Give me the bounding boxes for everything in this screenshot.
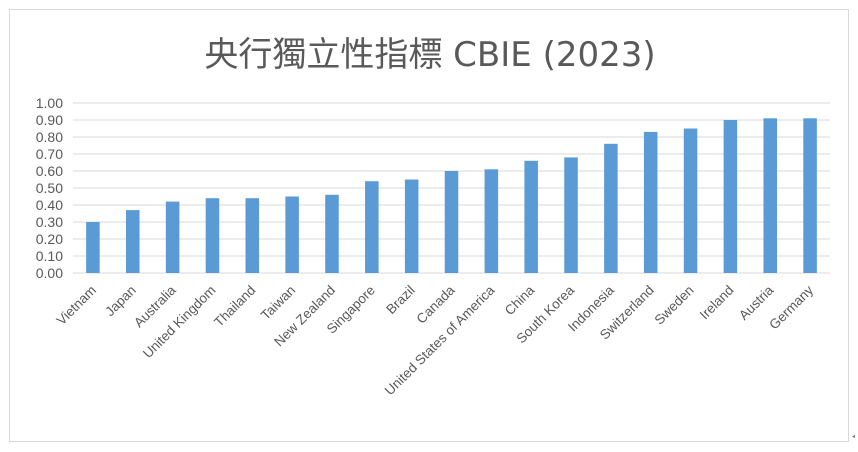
y-tick-label: 0.90	[36, 112, 63, 128]
bar-china	[524, 160, 538, 273]
resize-handle-icon: ◂	[852, 433, 856, 440]
bar-indonesia	[604, 143, 618, 273]
x-tick-label: Sweden	[652, 283, 697, 328]
bar-germany	[803, 118, 817, 273]
bar-switzerland	[643, 131, 658, 273]
y-tick-label: 0.50	[36, 180, 63, 196]
x-tick-label: Thailand	[211, 283, 258, 330]
bar-thailand	[245, 198, 260, 273]
y-tick-label: 0.00	[36, 265, 63, 281]
bar-brazil	[404, 179, 419, 273]
bar-ireland	[723, 120, 738, 273]
y-axis: 0.000.100.200.300.400.500.600.700.800.90…	[36, 95, 63, 281]
x-tick-label: Vietnam	[54, 283, 99, 328]
chart-title: 央行獨立性指標 CBIE (2023)	[204, 35, 655, 75]
x-tick-label: Germany	[766, 282, 816, 332]
x-tick-label: United Kingdom	[140, 283, 219, 362]
bar-australia	[165, 201, 180, 273]
bar-canada	[444, 171, 459, 273]
bars	[86, 118, 817, 273]
bar-taiwan	[285, 196, 299, 273]
bar-united-states-of-america	[484, 169, 499, 273]
bar-singapore	[365, 181, 379, 273]
bar-vietnam	[86, 222, 100, 273]
x-tick-label: Ireland	[697, 283, 737, 323]
bar-sweden	[683, 128, 698, 273]
x-tick-label: Brazil	[383, 283, 417, 317]
y-tick-label: 0.30	[36, 214, 63, 230]
bar-south-korea	[564, 157, 578, 273]
y-tick-label: 0.80	[36, 129, 63, 145]
x-tick-label: Japan	[102, 283, 139, 320]
bar-austria	[763, 118, 778, 273]
y-tick-label: 0.70	[36, 146, 63, 162]
y-tick-label: 1.00	[36, 95, 63, 111]
chart-frame: 央行獨立性指標 CBIE (2023) 0.00 0.10 0.20 0.30 0.40…	[9, 9, 849, 442]
y-tick-label: 0.60	[36, 163, 63, 179]
bar-chart: 央行獨立性指標 CBIE (2023) 0.000.100.200.300.40…	[36, 35, 830, 398]
y-tick-label: 0.10	[36, 248, 63, 264]
bar-new-zealand	[325, 194, 339, 273]
y-tick-label: 0.40	[36, 197, 63, 213]
y-tick-label: 0.20	[36, 231, 63, 247]
bar-japan	[125, 210, 140, 273]
bar-united-kingdom	[205, 198, 220, 273]
x-tick-label: China	[502, 282, 538, 318]
